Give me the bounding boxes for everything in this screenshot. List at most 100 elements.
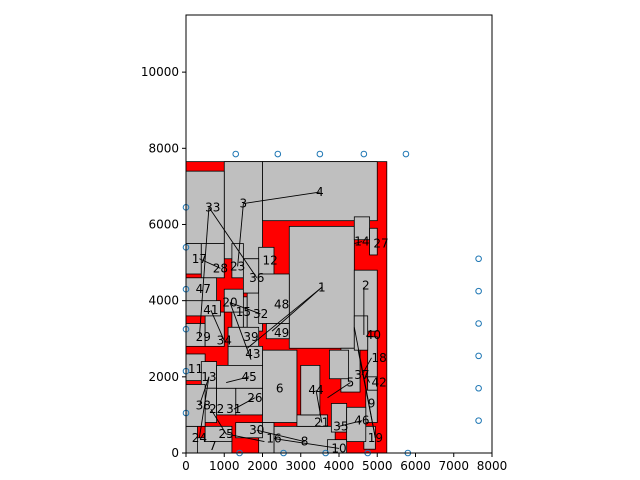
block-label-39: 39 xyxy=(243,330,258,344)
connection-line xyxy=(315,390,323,423)
connection-line xyxy=(361,357,372,376)
connection-line xyxy=(243,191,320,204)
block-label-25: 25 xyxy=(219,427,234,441)
block-45 xyxy=(216,364,263,389)
block-6 xyxy=(262,349,298,423)
connection-line xyxy=(338,420,363,427)
block-label-37: 37 xyxy=(354,368,369,382)
connection-line xyxy=(198,376,210,438)
connection-line xyxy=(226,376,250,383)
block-label-35: 35 xyxy=(333,419,348,433)
connection-line xyxy=(365,374,371,383)
block-label-47: 47 xyxy=(196,282,211,296)
pin-marker xyxy=(475,417,482,424)
block-label-11: 11 xyxy=(188,362,203,376)
connection-line xyxy=(233,397,256,410)
connection-line xyxy=(256,429,305,443)
y-axis-ticks: 0 2000 4000 6000 8000 10000 xyxy=(141,65,186,460)
block-30 xyxy=(235,422,263,439)
block-label-15: 15 xyxy=(236,305,251,319)
connection-line xyxy=(208,207,258,279)
y-tick-label: 10000 xyxy=(141,65,179,79)
pin-marker xyxy=(274,150,282,158)
connection-line xyxy=(237,203,244,267)
y-tick-label: 4000 xyxy=(148,294,179,308)
x-tick-label: 3000 xyxy=(285,459,316,473)
x-tick-label: 2000 xyxy=(247,459,278,473)
block-label-22: 22 xyxy=(209,402,224,416)
connection-line xyxy=(210,309,225,341)
block-label-30: 30 xyxy=(249,423,264,437)
block-25 xyxy=(204,425,233,442)
block-label-10: 10 xyxy=(331,441,346,455)
connection-line xyxy=(327,382,351,399)
block-label-26: 26 xyxy=(247,391,262,405)
pin-marker xyxy=(475,352,482,360)
block-37 xyxy=(329,349,349,380)
block-label-14: 14 xyxy=(354,235,369,249)
block-label-48: 48 xyxy=(274,297,289,311)
block-label-17: 17 xyxy=(192,252,207,266)
block-label-7: 7 xyxy=(209,439,217,453)
block-label-18: 18 xyxy=(372,351,387,365)
connection-line xyxy=(353,327,376,438)
block-label-29: 29 xyxy=(196,330,211,344)
x-tick-label: 5000 xyxy=(362,459,393,473)
x-tick-label: 0 xyxy=(182,459,190,473)
block-label-9: 9 xyxy=(368,396,376,410)
connection-line xyxy=(354,241,363,244)
pin-marker xyxy=(232,150,240,158)
block-label-44: 44 xyxy=(308,383,323,397)
pin-marker xyxy=(360,150,368,158)
block-40 xyxy=(353,315,369,351)
block-label-6: 6 xyxy=(276,381,284,395)
block-label-34: 34 xyxy=(217,334,232,348)
x-tick-label: 6000 xyxy=(400,459,431,473)
block-label-23: 23 xyxy=(230,259,245,273)
x-tick-label: 8000 xyxy=(477,459,508,473)
block-label-45: 45 xyxy=(241,370,256,384)
block-label-42: 42 xyxy=(372,376,387,390)
block-label-33: 33 xyxy=(205,200,220,214)
block-label-13: 13 xyxy=(201,370,216,384)
block-label-8: 8 xyxy=(301,435,309,449)
x-tick-label: 1000 xyxy=(209,459,240,473)
block-27 xyxy=(369,227,378,256)
y-tick-label: 2000 xyxy=(148,370,179,384)
block-label-27: 27 xyxy=(373,237,388,251)
block-label-38: 38 xyxy=(196,398,211,412)
block-label-40: 40 xyxy=(366,328,381,342)
block-label-5: 5 xyxy=(347,376,355,390)
connection-line xyxy=(229,302,252,360)
pin-marker xyxy=(402,150,410,158)
block-layer xyxy=(185,161,378,454)
block-label-41: 41 xyxy=(203,303,218,317)
block-label-49: 49 xyxy=(274,326,289,340)
connection-layer xyxy=(198,191,376,449)
connection-line xyxy=(210,408,227,435)
y-tick-label: 0 xyxy=(171,446,179,460)
connection-line xyxy=(229,302,261,315)
pin-marker xyxy=(316,150,324,158)
block-label-12: 12 xyxy=(263,254,278,268)
y-tick-label: 6000 xyxy=(148,217,179,231)
pin-marker xyxy=(475,320,482,327)
connection-line xyxy=(246,286,323,349)
block-4 xyxy=(262,161,378,222)
block-label-2: 2 xyxy=(362,278,370,292)
pin-marker xyxy=(475,287,482,295)
connection-line xyxy=(273,438,340,449)
block-label-43: 43 xyxy=(245,347,260,361)
block-label-24: 24 xyxy=(192,431,207,445)
pin-marker xyxy=(475,255,482,263)
block-44 xyxy=(300,364,321,416)
block-label-36: 36 xyxy=(249,271,264,285)
y-tick-label: 8000 xyxy=(148,141,179,155)
block-label-20: 20 xyxy=(222,296,237,310)
block-label-1: 1 xyxy=(318,280,326,294)
block-label-31: 31 xyxy=(226,402,241,416)
block-42 xyxy=(367,376,378,391)
block-label-19: 19 xyxy=(368,431,383,445)
x-axis-ticks: 0 1000 2000 3000 4000 5000 6000 7000 8000 xyxy=(182,453,507,473)
